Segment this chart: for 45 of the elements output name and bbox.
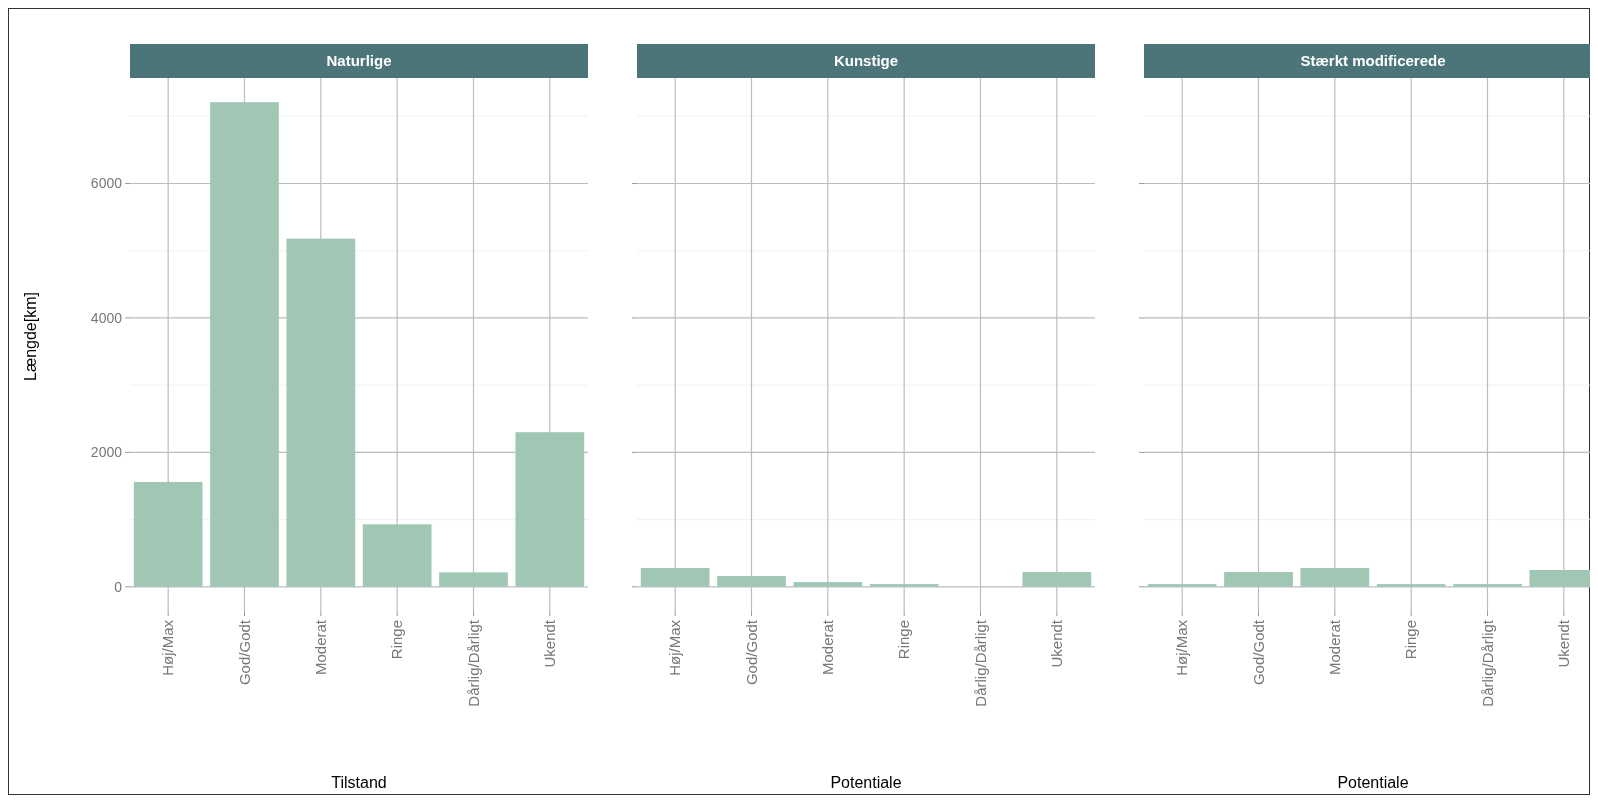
y-tick-label: 4000: [90, 309, 123, 326]
bar: [210, 102, 279, 587]
bar: [640, 567, 710, 587]
bar: [1224, 572, 1293, 587]
bar: [1022, 572, 1092, 587]
chart-title: Kunstige: [833, 52, 899, 69]
x-tick-label: Moderat: [819, 619, 837, 676]
bar: [439, 572, 508, 587]
y-axis-title: Længde[km]: [22, 292, 39, 381]
x-tick-label: Moderat: [312, 619, 330, 676]
x-tick-label: Moderat: [1326, 619, 1344, 676]
bar: [515, 432, 585, 587]
bar: [717, 576, 786, 587]
x-tick-label: Ukendt: [541, 619, 559, 668]
x-tick-label: Ukendt: [1555, 619, 1573, 668]
x-axis-title: Tilstand: [331, 774, 387, 791]
chart-title: Naturlige: [326, 52, 392, 69]
y-tick-label: 0: [114, 578, 123, 595]
bar: [133, 481, 203, 587]
bar: [1376, 584, 1446, 587]
bar: [1147, 584, 1217, 587]
x-tick-label: Ukendt: [1048, 619, 1066, 668]
x-tick-label: God/Godt: [1249, 619, 1267, 686]
x-tick-label: God/Godt: [742, 619, 760, 686]
y-tick-label: 6000: [90, 175, 123, 192]
x-tick-label: Høj/Max: [1173, 619, 1191, 676]
y-tick-label: 2000: [90, 444, 123, 461]
x-tick-label: Ringe: [1402, 620, 1420, 660]
bar: [362, 524, 432, 587]
bar: [286, 238, 356, 587]
x-tick-label: Ringe: [895, 620, 913, 660]
bar: [869, 584, 939, 587]
x-tick-label: Høj/Max: [666, 619, 684, 676]
bar: [1453, 584, 1522, 587]
chart-title: Stærkt modificerede: [1300, 52, 1446, 69]
x-tick-label: Ringe: [388, 620, 406, 660]
x-axis-title: Potentiale: [1337, 774, 1409, 791]
x-axis-title: Potentiale: [830, 774, 902, 791]
bar: [793, 582, 863, 587]
x-tick-label: Dårlig/Dårligt: [971, 619, 989, 707]
x-tick-label: Dårlig/Dårligt: [1478, 619, 1496, 707]
bar: [1300, 567, 1370, 587]
x-tick-label: Høj/Max: [159, 619, 177, 676]
x-tick-label: God/Godt: [235, 619, 253, 686]
x-tick-label: Dårlig/Dårligt: [464, 619, 482, 707]
